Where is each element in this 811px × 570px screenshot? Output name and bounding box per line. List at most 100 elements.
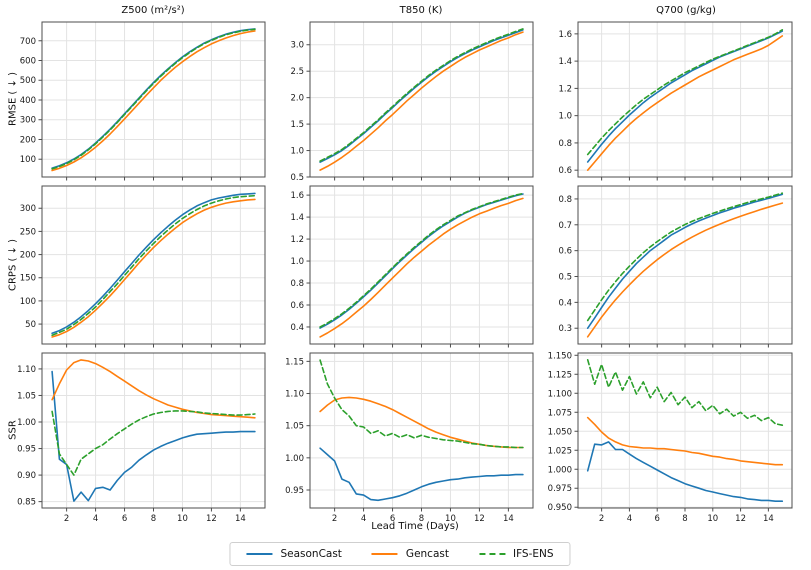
series-line-seasoncast bbox=[586, 30, 784, 163]
y-tick-label: 200 bbox=[20, 251, 36, 261]
y-tick-label: 1.2 bbox=[558, 84, 572, 94]
y-tick-label: 0.5 bbox=[558, 273, 572, 283]
x-tick-label: 12 bbox=[474, 514, 485, 524]
subplot-r0c2: 0.6 0.8 1.0 1.2 1.4 1.6 bbox=[558, 21, 793, 181]
y-tick-label: 1.6 bbox=[290, 191, 304, 201]
y-tick-label: 0.4 bbox=[290, 323, 304, 333]
x-tick-label: 4 bbox=[361, 514, 366, 524]
subplot-title-q700: Q700 (g/kg) bbox=[656, 5, 716, 16]
y-tick-label: 1.0 bbox=[558, 112, 572, 122]
x-tick-label: 4 bbox=[93, 514, 98, 524]
y-tick-label: 50 bbox=[25, 320, 36, 330]
x-tick-label: 6 bbox=[122, 514, 127, 524]
legend-item-gencast: Gencast bbox=[371, 548, 449, 560]
series-line-gencast bbox=[51, 30, 256, 172]
y-tick-label: 1.10 bbox=[285, 390, 304, 400]
y-tick-label: 0.90 bbox=[17, 471, 36, 481]
subplot-r0c0: 100 200 300 400 500 600 700 bbox=[20, 21, 266, 181]
y-tick-label: 200 bbox=[20, 135, 36, 145]
x-tick-label: 2 bbox=[64, 514, 69, 524]
x-tick-label: 8 bbox=[682, 514, 687, 524]
legend-item-ifs-ens: IFS-ENS bbox=[478, 548, 554, 560]
x-tick-label: 10 bbox=[445, 514, 456, 524]
legend-label: Gencast bbox=[405, 548, 449, 560]
series-line-ifs-ens bbox=[586, 192, 784, 322]
x-tick-label: 6 bbox=[654, 514, 659, 524]
subplot-title-t850: T850 (K) bbox=[399, 5, 443, 16]
y-axis-label-crps: CRPS ( ↓ ) bbox=[7, 238, 19, 292]
x-tick-label: 4 bbox=[627, 514, 632, 524]
series-line-seasoncast bbox=[319, 447, 524, 502]
x-tick-label: 14 bbox=[503, 514, 514, 524]
x-axis-label: Lead Time (Days) bbox=[371, 521, 459, 532]
x-tick-label: 12 bbox=[206, 514, 217, 524]
x-tick-label: 12 bbox=[735, 514, 746, 524]
y-tick-label: 1.05 bbox=[17, 391, 36, 401]
y-tick-label: 0.85 bbox=[17, 498, 36, 508]
legend-label: SeasonCast bbox=[280, 548, 342, 560]
x-tick-label: 6 bbox=[390, 514, 395, 524]
y-tick-label: 0.6 bbox=[558, 247, 572, 257]
gencast-line-icon bbox=[371, 553, 398, 555]
y-tick-label: 0.3 bbox=[558, 324, 572, 334]
y-tick-label: 0.7 bbox=[558, 221, 572, 231]
subplot-r2c0: 0.85 0.90 0.95 1.00 1.05 1.10 2 4 6 8 10 12 14 bbox=[17, 352, 266, 524]
y-tick-label: 150 bbox=[20, 274, 36, 284]
y-tick-label: 0.8 bbox=[558, 195, 572, 205]
series-line-seasoncast bbox=[51, 192, 256, 335]
series-line-ifs-ens bbox=[319, 192, 524, 328]
y-tick-label: 0.4 bbox=[558, 298, 572, 308]
y-axis-label-rmse: RMSE ( ↓ ) bbox=[7, 72, 19, 126]
y-tick-label: 0.975 bbox=[548, 484, 572, 494]
y-tick-label: 100 bbox=[20, 297, 36, 307]
subplot-title-z500: Z500 (m²/s²) bbox=[121, 5, 185, 16]
y-tick-label: 1.100 bbox=[548, 389, 572, 399]
y-tick-label: 2.5 bbox=[290, 67, 304, 77]
series-line-ifs-ens bbox=[586, 28, 784, 156]
series-line-ifs-ens bbox=[51, 28, 256, 170]
x-tick-label: 10 bbox=[177, 514, 188, 524]
y-tick-label: 250 bbox=[20, 227, 36, 237]
x-tick-label: 2 bbox=[332, 514, 337, 524]
y-tick-label: 2.0 bbox=[290, 94, 304, 104]
y-tick-label: 1.15 bbox=[285, 357, 304, 367]
series-line-gencast bbox=[319, 31, 524, 171]
series-line-gencast bbox=[586, 202, 784, 338]
y-tick-label: 700 bbox=[20, 37, 36, 47]
y-tick-label: 300 bbox=[20, 116, 36, 126]
series-line-gencast bbox=[586, 416, 784, 466]
subplot-r1c0: 50 100 150 200 250 300 bbox=[20, 185, 266, 348]
y-tick-label: 500 bbox=[20, 76, 36, 86]
y-tick-label: 1.05 bbox=[285, 422, 304, 432]
legend-item-seasoncast: SeasonCast bbox=[246, 548, 342, 560]
subplot-r2c1: 0.95 1.00 1.05 1.10 1.15 2 4 6 8 10 12 14 bbox=[285, 352, 534, 524]
series-line-ifs-ens bbox=[51, 194, 256, 337]
y-tick-label: 1.5 bbox=[290, 120, 304, 130]
y-tick-label: 1.0 bbox=[290, 147, 304, 157]
subplot-r0c1: 0.5 1.0 1.5 2.0 2.5 3.0 bbox=[290, 21, 534, 183]
series-line-ifs-ens bbox=[319, 28, 524, 162]
seasoncast-line-icon bbox=[246, 553, 273, 555]
subplot-r1c1: 0.4 0.6 0.8 1.0 1.2 1.4 1.6 bbox=[290, 185, 534, 348]
y-axis-label-ssr: SSR bbox=[7, 420, 19, 440]
series-line-ifs-ens bbox=[51, 410, 256, 476]
x-tick-label: 14 bbox=[763, 514, 774, 524]
y-tick-label: 100 bbox=[20, 155, 36, 165]
series-line-gencast bbox=[51, 359, 256, 419]
y-tick-label: 0.950 bbox=[548, 503, 572, 513]
y-tick-label: 0.6 bbox=[558, 166, 572, 176]
y-tick-label: 1.025 bbox=[548, 446, 572, 456]
y-tick-label: 0.6 bbox=[290, 301, 304, 311]
y-tick-label: 0.95 bbox=[285, 486, 304, 496]
y-tick-label: 0.8 bbox=[558, 139, 572, 149]
y-tick-label: 1.10 bbox=[17, 365, 36, 375]
y-tick-label: 1.0 bbox=[290, 257, 304, 267]
x-tick-label: 8 bbox=[419, 514, 424, 524]
x-tick-label: 8 bbox=[151, 514, 156, 524]
series-line-seasoncast bbox=[319, 29, 524, 163]
y-tick-label: 0.95 bbox=[17, 445, 36, 455]
y-tick-label: 0.5 bbox=[290, 173, 304, 183]
series-line-ifs-ens bbox=[319, 359, 524, 449]
x-tick-label: 14 bbox=[235, 514, 246, 524]
